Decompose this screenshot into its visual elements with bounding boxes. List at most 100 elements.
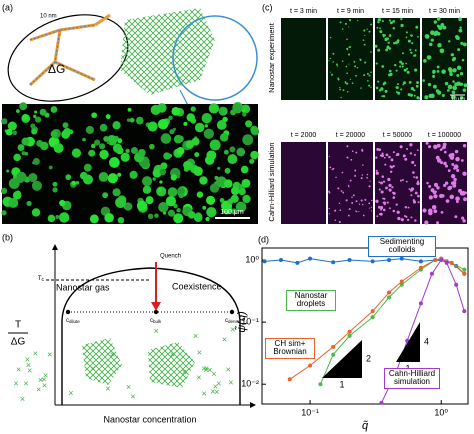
droplet	[450, 53, 454, 57]
droplet	[240, 165, 249, 174]
droplet	[445, 199, 450, 203]
data-point	[418, 265, 423, 270]
annotation: Quench	[160, 254, 181, 260]
droplet	[408, 80, 412, 84]
droplet	[112, 121, 121, 130]
droplet	[439, 48, 445, 54]
droplet	[401, 52, 404, 55]
droplet	[388, 69, 392, 73]
droplet	[339, 21, 342, 24]
droplet	[39, 108, 47, 116]
subscript: c	[42, 277, 45, 283]
time-label: t = 9 min	[337, 8, 364, 15]
droplet	[348, 63, 350, 65]
droplet	[400, 23, 404, 28]
zoom-circle	[172, 15, 258, 101]
subscript: dense	[228, 319, 241, 324]
droplet	[411, 42, 414, 45]
droplet	[402, 83, 405, 86]
particle: ×	[25, 355, 30, 365]
droplet	[442, 145, 447, 150]
droplet	[157, 187, 162, 192]
droplet	[361, 148, 363, 151]
droplet	[31, 128, 38, 135]
particle: ×	[154, 326, 159, 336]
droplet	[129, 117, 135, 123]
particle: ×	[210, 387, 215, 397]
axis-label: ΔG	[11, 337, 26, 348]
subscript: dilute	[69, 319, 80, 324]
droplet	[59, 199, 66, 207]
droplet	[443, 150, 447, 154]
droplet	[451, 163, 455, 166]
droplet	[98, 172, 109, 182]
scale-bar-label: 10 μm	[451, 96, 465, 102]
particle: ×	[207, 365, 212, 375]
time-label: t = 50000	[383, 132, 412, 139]
droplet	[416, 149, 419, 152]
droplet	[446, 89, 450, 92]
droplet	[356, 210, 358, 213]
droplet	[417, 201, 420, 204]
droplet	[377, 48, 381, 52]
droplet	[396, 210, 400, 214]
droplet	[31, 208, 41, 217]
data-point	[387, 257, 392, 262]
particle: ×	[26, 360, 31, 370]
droplet	[447, 84, 453, 90]
droplet	[369, 180, 371, 182]
droplet	[345, 65, 348, 68]
droplet	[424, 34, 429, 38]
droplet	[381, 175, 385, 178]
droplet	[455, 156, 460, 162]
droplet	[172, 127, 176, 131]
droplet	[335, 176, 337, 179]
droplet	[366, 28, 368, 30]
droplet	[53, 143, 64, 154]
droplet	[392, 209, 396, 213]
droplet	[462, 42, 467, 47]
droplet	[440, 210, 444, 214]
data-point	[387, 295, 392, 300]
droplet	[375, 171, 379, 175]
droplet	[186, 113, 195, 122]
droplet	[448, 69, 453, 74]
droplet	[362, 39, 365, 42]
particle: ×	[41, 374, 46, 384]
droplet	[339, 88, 342, 91]
droplet	[364, 198, 367, 201]
droplet	[344, 22, 347, 25]
droplet	[178, 192, 184, 199]
droplet	[413, 94, 416, 97]
data-point	[399, 256, 404, 261]
droplet	[363, 29, 366, 32]
droplet	[436, 221, 440, 225]
droplet	[6, 169, 10, 173]
data-point	[379, 400, 384, 405]
data-point	[295, 260, 300, 265]
particle: ×	[43, 370, 48, 380]
droplet	[48, 165, 53, 170]
droplet	[328, 207, 330, 210]
droplet	[222, 109, 228, 115]
annotation: 10 nm	[40, 14, 57, 20]
droplet	[346, 145, 349, 148]
droplet	[193, 213, 203, 222]
droplet	[383, 201, 386, 204]
data-point	[331, 344, 336, 349]
droplet	[336, 65, 339, 67]
droplet	[457, 48, 461, 52]
droplet	[340, 190, 343, 192]
droplet	[382, 208, 386, 212]
region-label: Nanostar gas	[56, 282, 110, 292]
droplet	[375, 156, 378, 159]
droplet	[404, 157, 408, 161]
droplet	[348, 19, 352, 22]
data-point	[399, 279, 404, 284]
droplet	[346, 156, 349, 159]
annotation: ΔG	[48, 62, 65, 76]
droplet	[338, 221, 341, 224]
droplet	[117, 216, 125, 224]
droplet	[55, 215, 60, 219]
